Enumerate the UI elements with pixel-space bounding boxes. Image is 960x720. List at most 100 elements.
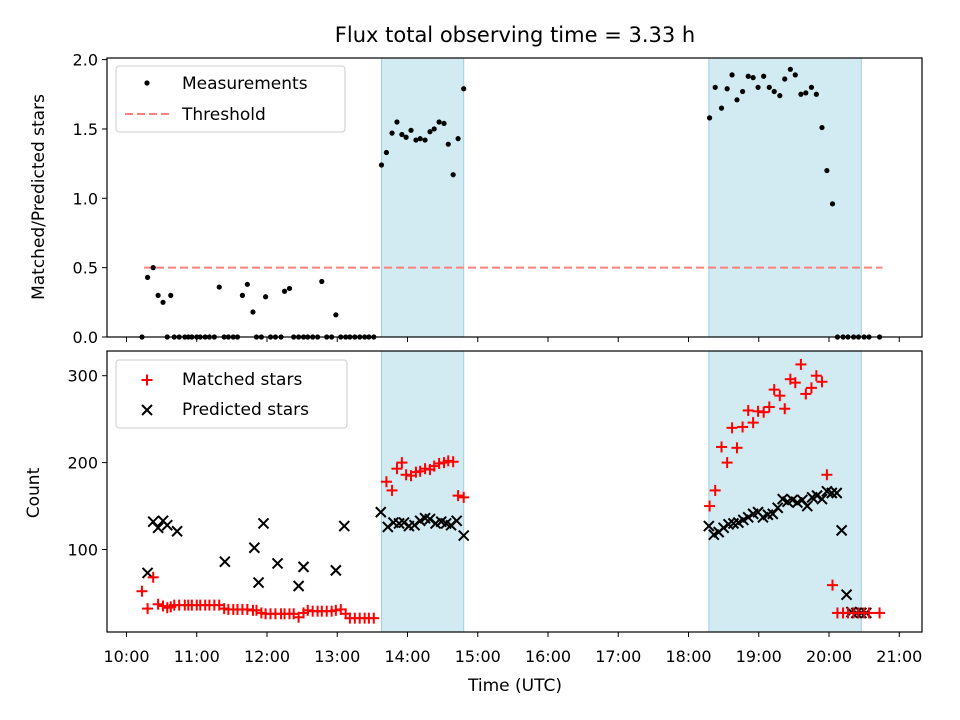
predicted-star-marker xyxy=(330,564,342,577)
matched-star-marker xyxy=(428,460,440,472)
measurement-point xyxy=(787,66,793,72)
count-x-tick-label: 18:00 xyxy=(665,647,711,666)
measurement-point xyxy=(239,292,246,298)
measurement-point xyxy=(729,72,735,78)
matched-star-marker xyxy=(810,370,822,382)
matched-star-marker xyxy=(731,442,743,454)
predicted-star-marker xyxy=(831,487,843,499)
matched-star-marker xyxy=(391,463,403,475)
measurement-point xyxy=(333,312,339,318)
shaded-interval-1 xyxy=(708,57,862,338)
x-stroke-b xyxy=(821,485,833,497)
predicted-star-marker xyxy=(816,493,828,505)
legend-matched-label: Matched stars xyxy=(182,370,302,390)
matched-star-marker xyxy=(863,607,875,619)
x-stroke-b xyxy=(252,576,265,589)
matched-star-marker xyxy=(152,598,164,610)
count-x-tick-label: 20:00 xyxy=(806,647,852,666)
ratio-y-label: Matched/Predicted stars xyxy=(29,94,49,300)
measurement-point xyxy=(394,119,400,125)
ratio-y-tick-label: 1.5 xyxy=(73,120,98,139)
legend-threshold-label: Threshold xyxy=(181,105,266,125)
measurement-point xyxy=(761,73,767,79)
predicted-star-marker xyxy=(171,525,183,537)
predicted-star-marker xyxy=(375,506,387,518)
matched-star-marker xyxy=(827,579,839,591)
matched-star-marker xyxy=(821,469,833,481)
matched-star-marker xyxy=(250,604,262,616)
measurement-point xyxy=(399,131,405,138)
count-legend: Matched stars Predicted stars xyxy=(115,359,348,429)
x-stroke-b xyxy=(457,529,470,542)
measurement-point xyxy=(718,105,725,111)
count-x-tick-label: 10:00 xyxy=(103,647,149,666)
measurement-point xyxy=(403,134,409,140)
x-stroke-b xyxy=(811,489,823,502)
x-stroke-b xyxy=(147,515,159,528)
matched-star-marker xyxy=(414,465,426,477)
matched-star-marker xyxy=(747,417,759,429)
measurement-point xyxy=(250,309,256,315)
measurement-point xyxy=(782,76,788,82)
legend-predicted-marker xyxy=(141,404,153,416)
x-stroke-b xyxy=(717,522,730,534)
legend-x xyxy=(141,404,153,416)
measurement-point xyxy=(712,84,718,90)
x-stroke-b xyxy=(776,493,789,505)
matched-star-marker xyxy=(704,500,716,512)
predicted-star-marker xyxy=(257,517,270,530)
x-stroke-b xyxy=(375,506,387,518)
count-x-ticks: 10:00 11:00 12:00 13:00 14:00 15:00 16:00 17:00… xyxy=(103,632,922,666)
matched-star-marker xyxy=(458,491,470,503)
predicted-stars-markers xyxy=(141,485,872,619)
measurement-point xyxy=(441,120,447,127)
measurement-point xyxy=(792,72,798,78)
predicted-star-marker xyxy=(161,519,173,531)
x-stroke-b xyxy=(219,555,231,568)
x-stroke-b xyxy=(141,567,154,579)
measurement-point xyxy=(808,84,815,90)
shaded-interval-0 xyxy=(381,350,465,633)
measurement-point xyxy=(450,172,456,178)
predicted-star-marker xyxy=(252,576,265,589)
legend-matched-marker xyxy=(141,374,153,386)
matched-star-marker xyxy=(795,358,807,370)
matched-star-marker xyxy=(726,422,738,434)
ratio-legend-frame xyxy=(115,65,346,133)
legend-measurements-marker xyxy=(144,80,150,86)
predicted-star-marker xyxy=(826,487,838,499)
count-y-tick-label: 100 xyxy=(67,541,98,560)
matched-star-marker xyxy=(768,384,780,396)
x-stroke-b xyxy=(141,404,153,416)
measurement-point xyxy=(829,201,836,207)
measurement-point xyxy=(803,90,809,96)
measurement-point xyxy=(389,130,395,136)
x-stroke-b xyxy=(772,502,784,514)
predicted-star-marker xyxy=(457,529,470,542)
x-stroke-b xyxy=(703,520,715,532)
count-x-tick-label: 14:00 xyxy=(384,647,430,666)
matched-star-marker xyxy=(737,421,749,433)
matched-star-marker xyxy=(758,406,770,418)
count-x-tick-label: 15:00 xyxy=(455,647,501,666)
legend-plus xyxy=(141,374,153,386)
ratio-y-ticks: 0.0 0.5 1.0 1.5 2.0 xyxy=(73,51,107,347)
predicted-star-marker xyxy=(292,580,305,592)
matched-star-marker xyxy=(800,388,812,400)
predicted-star-marker xyxy=(450,515,463,527)
measurement-point xyxy=(168,292,174,298)
measurement-point xyxy=(771,88,777,95)
measurement-point xyxy=(286,285,293,292)
x-stroke-b xyxy=(742,511,754,524)
matched-stars-markers xyxy=(136,358,886,624)
predicted-star-marker xyxy=(717,522,730,534)
measurement-point xyxy=(461,86,467,92)
predicted-star-marker xyxy=(248,542,261,554)
matched-star-marker xyxy=(721,457,733,469)
legend-predicted-label: Predicted stars xyxy=(182,400,309,420)
predicted-star-marker xyxy=(398,516,410,529)
x-stroke-b xyxy=(840,588,853,601)
matched-star-marker xyxy=(779,403,791,415)
predicted-star-marker xyxy=(811,489,823,502)
measurement-point xyxy=(739,88,746,95)
